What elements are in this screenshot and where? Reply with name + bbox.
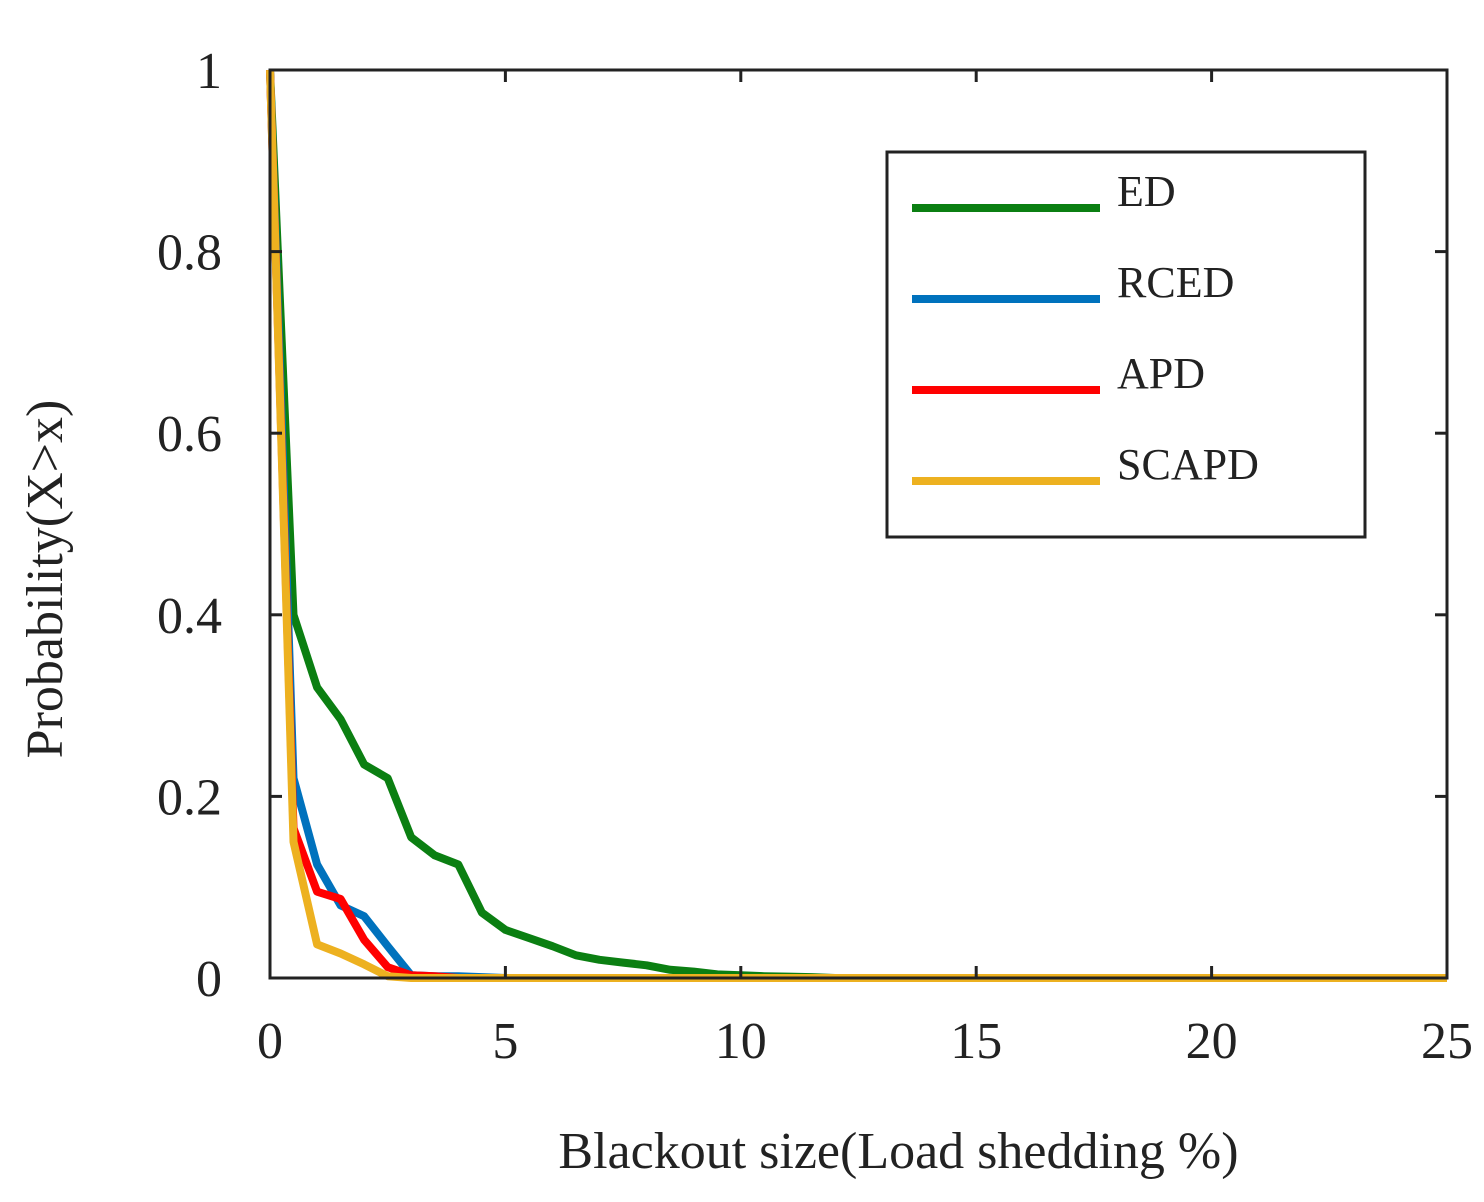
legend-label-apd: APD (1117, 349, 1205, 398)
x-tick-label: 0 (257, 1013, 283, 1070)
y-tick-label: 0.6 (157, 406, 222, 463)
plot-frame (268, 68, 1449, 980)
x-tick-label: 5 (492, 1013, 518, 1070)
legend-box (885, 150, 1367, 539)
ticks-layer (268, 68, 1449, 980)
legend-label-rced: RCED (1117, 258, 1234, 307)
y-tick-label: 0.8 (157, 225, 222, 282)
x-tick-label: 20 (1186, 1013, 1238, 1070)
x-tick-label: 15 (950, 1013, 1002, 1070)
legend-label-ed: ED (1117, 167, 1176, 216)
x-tick-label: 10 (715, 1013, 767, 1070)
legend: ED RCED APD SCAPD (885, 150, 1367, 539)
y-tick-label: 0.4 (157, 588, 222, 645)
y-tick-label: 0.2 (157, 769, 222, 826)
x-tick-label: 25 (1421, 1013, 1473, 1070)
tick-labels-layer: 0 5 10 15 20 25 0 0.2 0.4 0.6 0.8 1 (157, 43, 1473, 1070)
legend-label-scapd: SCAPD (1117, 440, 1259, 489)
x-axis-title: Blackout size(Load shedding %) (558, 1123, 1238, 1180)
legend-entries: ED RCED APD SCAPD (912, 167, 1259, 489)
y-tick-label: 1 (196, 43, 222, 100)
y-axis-title: Probability(X>x) (17, 400, 74, 759)
y-tick-label: 0 (196, 951, 222, 1008)
